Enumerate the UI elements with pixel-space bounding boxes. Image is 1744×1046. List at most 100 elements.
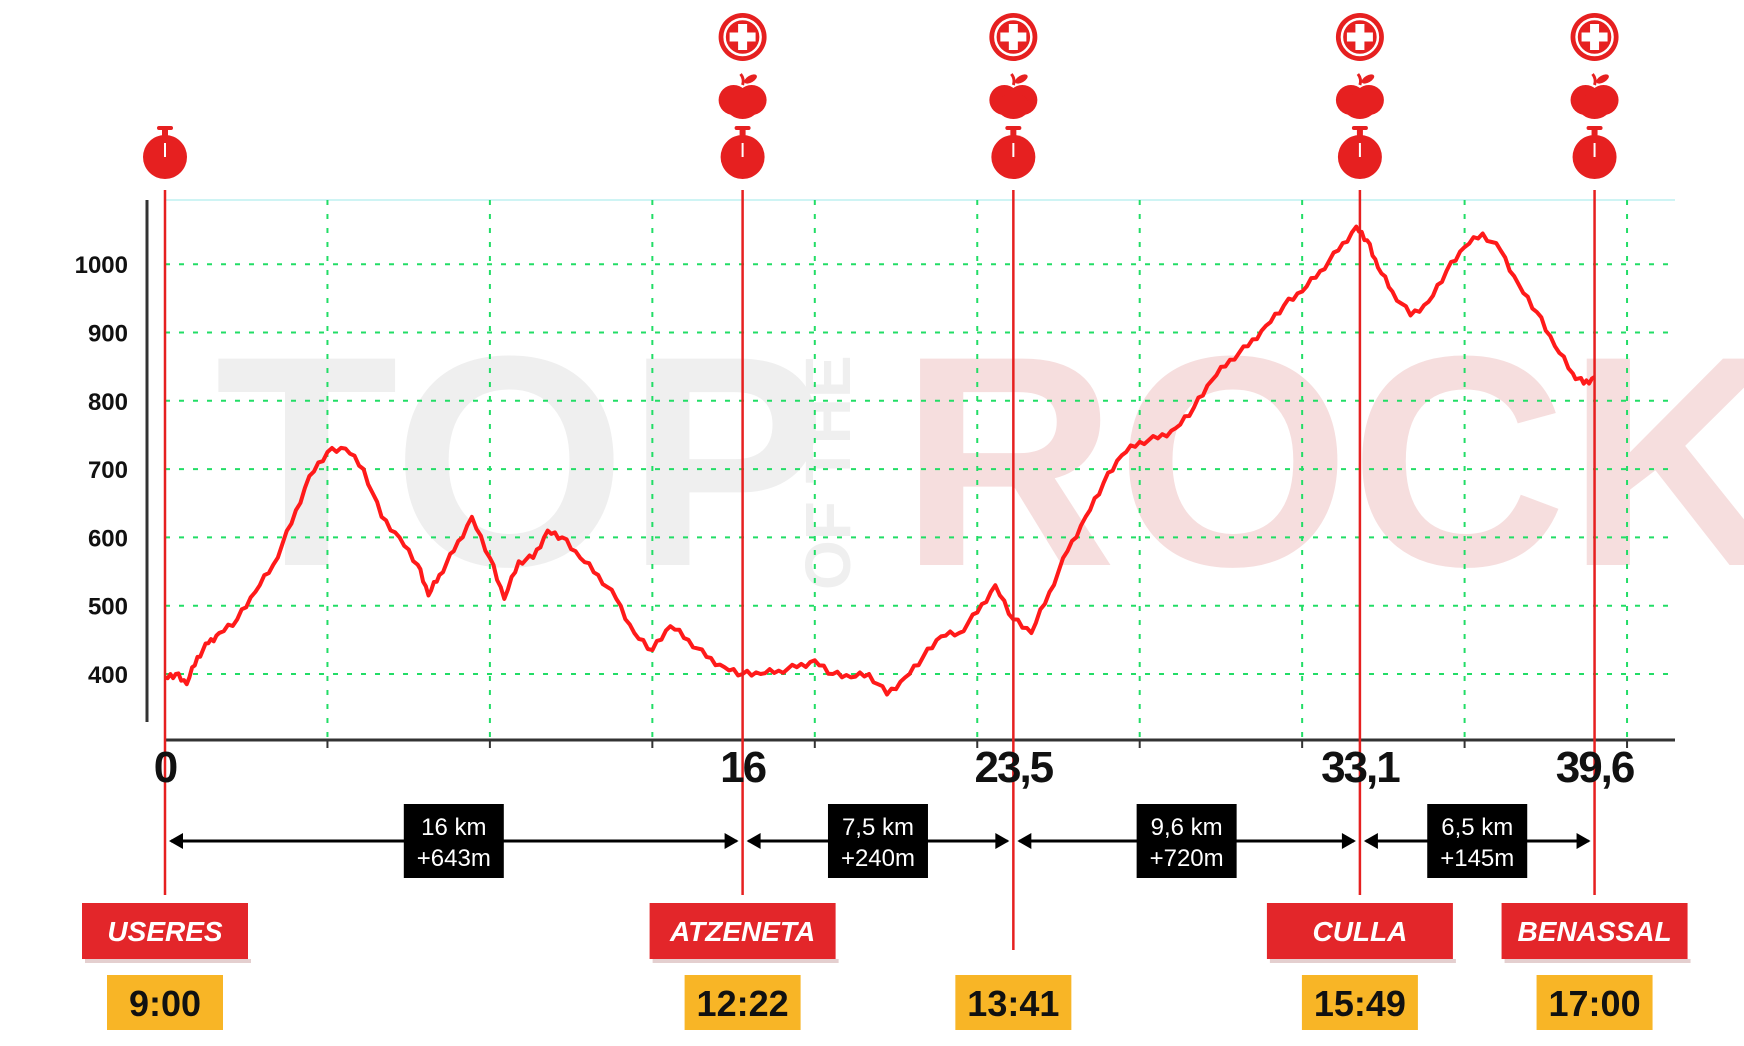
checkpoint-markers [143,13,1619,950]
apple-icon [1335,73,1384,119]
town-label: CULLA [1312,916,1407,947]
watermark-of-the: OF THE [792,355,864,590]
apple-bottom [726,93,759,119]
segment-2: 9,6 km +720m [1017,804,1356,878]
time-box [1301,975,1418,1030]
segment-gain: +643m [417,845,491,872]
town-box [649,903,836,959]
segment-arrowhead-left [746,833,761,849]
apple-leaf [1015,74,1028,84]
segment-arrowhead-right [1576,833,1591,849]
apple-leaf [1361,74,1375,84]
time-label: 15:49 [1314,983,1406,1024]
time-box [1536,975,1653,1030]
elevation-line [164,224,1596,697]
apple-stem [1356,73,1363,86]
town-label: ATZENETA [669,916,815,947]
segment-arrowhead-left [1017,833,1032,849]
segment-distance: 16 km [421,814,486,841]
town-label: USERES [107,916,222,947]
first-aid-icon [1335,13,1384,61]
town-box [1266,903,1453,959]
stopwatch-stem [162,128,168,136]
apple-stem [1591,73,1597,86]
segment-arrowhead-right [724,833,739,849]
stopwatch-stem [739,128,746,136]
segment-distance: 6,5 km [1441,814,1513,841]
segment-arrowhead-left [1363,833,1378,849]
apple-icon [989,73,1038,119]
stopwatch-icon [143,126,187,179]
town-box [82,903,248,959]
x-tick-label: 39,6 [1556,743,1634,792]
checkpoint-labels: 0 USERES 9:00 16 ATZENETA 12:22 23,5 13:41 33,1 C… [82,743,1691,1030]
stopwatch-button [1005,126,1022,130]
segment-distance: 7,5 km [842,814,914,841]
first-aid-icon [1570,13,1619,61]
profile-layer [164,224,1596,697]
first-aid-icon [989,13,1038,61]
first-aid-ring [994,17,1033,57]
town-box-shadow [85,959,251,963]
segment-box [1427,804,1528,878]
segment-annotations: 16 km +643m 7,5 km +240m 9,6 km +720m 6,5 km +1… [169,804,1591,878]
checkpoint-4 [1570,13,1619,895]
first-aid-cross-h [729,32,756,42]
time-label: 9:00 [129,983,201,1024]
time-box [684,975,801,1030]
first-aid-cross-h [1581,32,1608,42]
segment-arrowhead-left [169,833,183,849]
stopwatch-button [1586,126,1603,130]
stopwatch-icon [720,126,765,179]
segment-1: 7,5 km +240m [746,804,1010,878]
stopwatch-icon [991,126,1036,179]
first-aid-cross-h [1346,32,1373,42]
segment-box [1136,804,1237,878]
first-aid-ring [723,17,762,57]
checkpoint-1 [718,13,767,895]
stopwatch-button [734,126,751,130]
apple-bottom [1578,93,1611,119]
x-tick-label: 0 [154,743,177,792]
watermark-rock: ROCK [900,293,1744,629]
x-tick-label: 33,1 [1321,743,1400,792]
watermark-top: TOP [215,293,826,629]
segment-3: 6,5 km +145m [1363,804,1591,878]
first-aid-ring [1575,17,1614,57]
segment-distance: 9,6 km [1151,814,1223,841]
apple-bottom [997,93,1030,119]
y-tick-label: 400 [88,662,128,689]
segment-arrowhead-right [1341,833,1356,849]
town-box-shadow [1504,959,1691,963]
apple-leaf [744,74,757,84]
stopwatch-stem [1591,128,1598,136]
y-tick-label: 600 [88,525,128,552]
stopwatch-stem [1356,128,1363,136]
x-tick-label: 16 [720,743,765,792]
grid [165,199,1675,740]
x-tick-label: 23,5 [975,743,1054,792]
apple-stem [739,73,745,86]
y-tick-label: 900 [88,321,128,348]
segment-arrowhead-right [995,833,1010,849]
stopwatch-icon [1572,126,1617,179]
apple-leaf [1596,74,1609,84]
y-tick-label: 700 [88,457,128,484]
stopwatch-button [1351,126,1368,130]
checkpoint-3 [1335,13,1384,895]
y-tick-label: 1000 [75,252,128,279]
time-label: 13:41 [967,983,1059,1024]
time-label: 17:00 [1549,983,1641,1024]
segment-gain: +240m [841,845,915,872]
first-aid-cross-h [1000,32,1027,42]
apple-stem [1010,73,1016,86]
first-aid-icon [718,13,767,61]
y-tick-label: 800 [88,389,128,416]
checkpoint-0 [143,126,187,895]
apple-icon [1570,73,1619,119]
town-box-shadow [652,959,839,963]
apple-bottom [1343,93,1376,119]
segment-gain: +720m [1150,845,1224,872]
watermark: TOP OF THE ROCK [215,293,1744,629]
